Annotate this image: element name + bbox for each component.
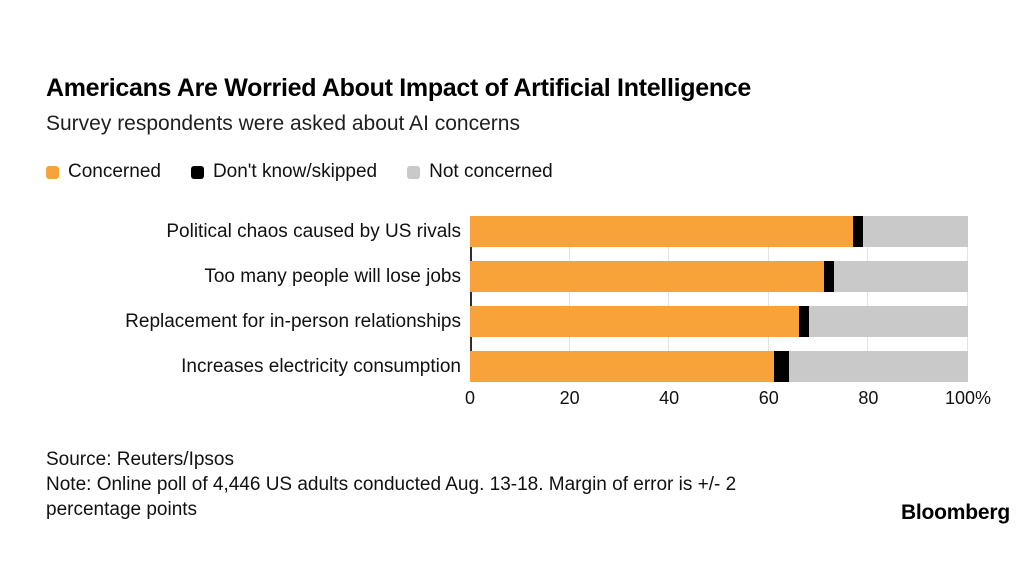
legend-label: Not concerned: [429, 161, 553, 182]
legend: Concerned Don't know/skipped Not concerned: [46, 161, 553, 183]
category-labels: Political chaos caused by US rivals Too m…: [46, 216, 470, 382]
category-label-increases-electricity-consumption: Increases electricity consumption: [181, 355, 461, 377]
bar-chart: Political chaos caused by US rivals Too m…: [46, 216, 968, 382]
bar-segment-don-t-know-skipped: [798, 306, 809, 337]
footer-notes: Source: Reuters/Ipsos Note: Online poll …: [46, 447, 736, 522]
gridline-20: [568, 216, 570, 382]
legend-item-not-concerned: Not concerned: [407, 161, 553, 183]
note-text-line1: Note: Online poll of 4,446 US adults con…: [46, 474, 737, 495]
bar-segment-don-t-know-skipped: [823, 261, 834, 292]
source-text: Source: Reuters/Ipsos: [46, 449, 234, 470]
gridline-100: [967, 216, 968, 382]
bar-row-political-chaos-caused-by-us-rivals: [470, 216, 968, 247]
x-axis-label-20: 20: [559, 388, 580, 408]
legend-swatch-not-concerned: [407, 165, 421, 179]
bar-row-too-many-people-will-lose-jobs: [470, 261, 968, 292]
page-title: Americans Are Worried About Impact of Ar…: [46, 74, 751, 102]
bar-row-replacement-for-in-person-relationships: [470, 306, 968, 337]
bar-segment-concerned: [470, 216, 854, 247]
bar-segment-concerned: [470, 261, 824, 292]
legend-item-don-t-know-skipped: Don't know/skipped: [190, 161, 378, 183]
bar-segment-not-concerned: [863, 216, 968, 247]
category-label-political-chaos-caused-by-us-rivals: Political chaos caused by US rivals: [166, 220, 461, 242]
bloomberg-logo: Bloomberg: [900, 501, 1010, 524]
y-axis-tick: [470, 337, 472, 351]
bar-segment-not-concerned: [788, 351, 968, 382]
plot-area: [470, 216, 968, 382]
page-subtitle: Survey respondents were asked about AI c…: [46, 112, 520, 135]
legend-swatch-don-t-know-skipped: [190, 165, 204, 179]
legend-swatch-concerned: [46, 165, 59, 179]
x-axis-label-0: 0: [464, 388, 476, 408]
bar-segment-don-t-know-skipped: [773, 351, 789, 382]
bar-segment-don-t-know-skipped: [853, 216, 864, 247]
legend-label: Don't know/skipped: [212, 161, 378, 182]
y-axis-tick: [470, 247, 472, 261]
category-label-too-many-people-will-lose-jobs: Too many people will lose jobs: [204, 265, 461, 287]
note-text-line2: percentage points: [46, 499, 198, 520]
x-axis-label-60: 60: [758, 388, 779, 408]
x-axis: 0 20 40 60 80 100%: [465, 388, 991, 412]
bar-row-increases-electricity-consumption: [470, 351, 968, 382]
legend-label: Concerned: [68, 161, 161, 182]
bar-segment-not-concerned: [808, 306, 968, 337]
x-axis-label-40: 40: [659, 388, 680, 408]
bar-segment-concerned: [470, 306, 799, 337]
y-axis-tick: [470, 292, 472, 306]
legend-item-concerned: Concerned: [46, 161, 161, 183]
category-label-replacement-for-in-person-relationships: Replacement for in-person relationships: [125, 310, 461, 332]
gridline-80: [867, 216, 869, 382]
x-axis-label-80: 80: [858, 388, 879, 408]
x-axis-label-100: 100%: [944, 388, 992, 408]
bar-segment-concerned: [470, 351, 774, 382]
gridline-40: [668, 216, 670, 382]
gridline-60: [767, 216, 769, 382]
bar-segment-not-concerned: [833, 261, 968, 292]
